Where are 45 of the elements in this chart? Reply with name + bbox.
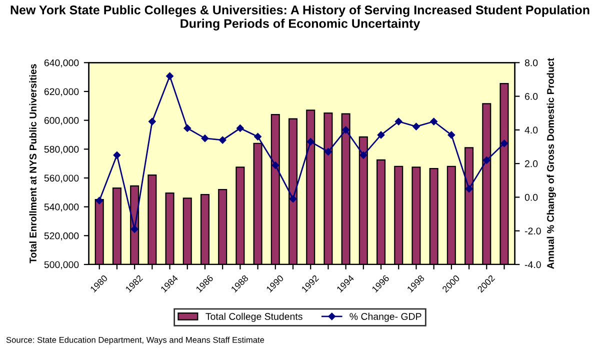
y-tick-label: 560,000 [44, 174, 79, 183]
y-tick-label: 580,000 [44, 146, 79, 154]
y2-tick-label: 2.0 [525, 160, 538, 168]
point [482, 156, 490, 164]
chart-title: New York State Public Colleges & Universities: A History of Serving Increased Student Population During Periods of Economic Uncertainty [10, 5, 590, 30]
y2-tick-label: -4.0 [524, 261, 541, 268]
y-tick-label: 620,000 [44, 88, 79, 96]
y-axis-title: Total Enrollment at NYS Public Universities [29, 64, 36, 264]
point [377, 131, 385, 139]
y2-tick-label: -2.0 [524, 228, 541, 234]
point [500, 140, 508, 148]
point [342, 126, 350, 134]
point [148, 118, 156, 126]
y-tick-label: 540,000 [44, 204, 79, 212]
y2-tick-label: 0.0 [524, 194, 538, 201]
point [306, 138, 314, 146]
point [360, 152, 368, 159]
point [289, 195, 297, 203]
y-tick-label: 640,000 [44, 59, 79, 68]
y2-tick-label: 6.0 [525, 93, 538, 100]
legend-label: % Change- GDP [350, 312, 422, 322]
point [96, 196, 104, 204]
point [324, 148, 332, 156]
point [113, 152, 121, 159]
point [254, 133, 262, 140]
point [394, 118, 402, 126]
point [130, 226, 138, 233]
y-tick-label: 500,000 [44, 261, 79, 270]
source-note: Source: State Education Department, Ways and Means Staff Estimate [6, 336, 264, 345]
point [272, 162, 280, 169]
point [218, 136, 226, 144]
point [166, 72, 174, 80]
y-tick-label: 600,000 [44, 117, 79, 126]
legend-label: Total College Students [206, 312, 302, 322]
y2-tick-label: 8.0 [524, 59, 538, 66]
point [184, 124, 192, 132]
point [430, 118, 438, 126]
point [201, 134, 209, 142]
point [448, 131, 456, 139]
point [412, 122, 420, 130]
point [236, 124, 244, 132]
point [465, 185, 473, 192]
y2-axis-title: Annual % Change of Gross Domestic Product [546, 58, 556, 269]
y2-tick-label: 4.0 [524, 126, 538, 134]
y-tick-label: 520,000 [44, 232, 79, 240]
